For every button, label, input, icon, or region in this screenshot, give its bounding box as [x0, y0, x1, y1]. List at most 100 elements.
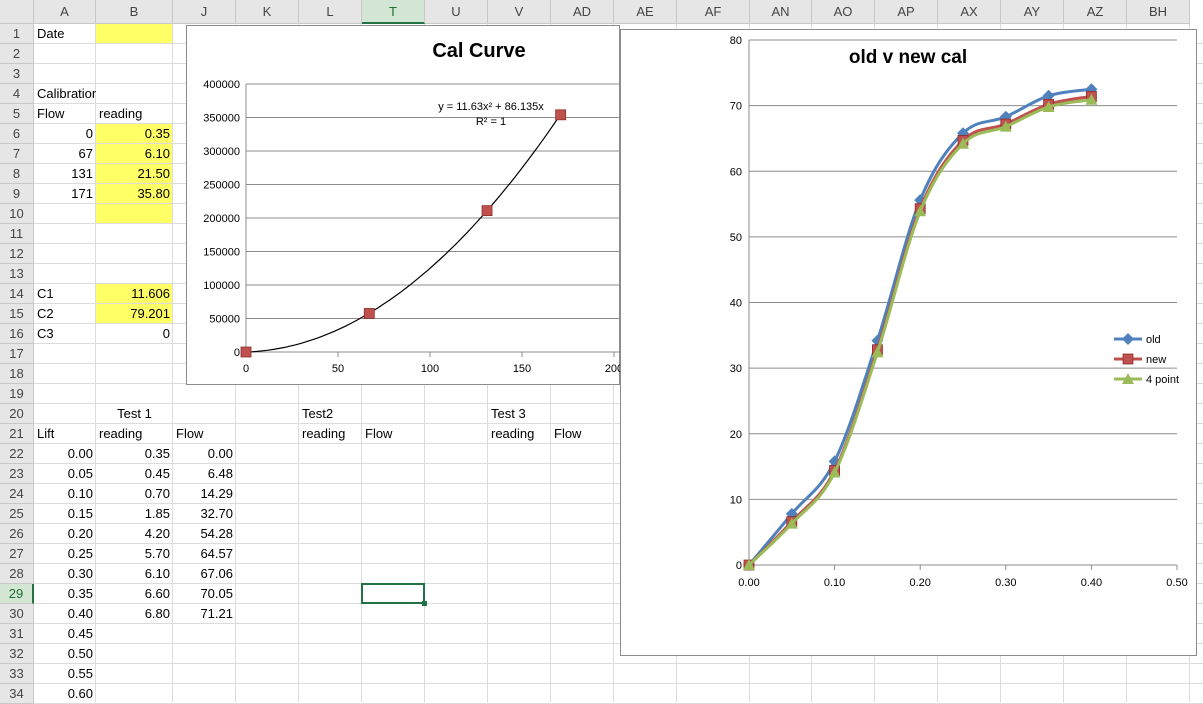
row-header-13[interactable]: 13 — [0, 264, 34, 284]
cell-b16[interactable]: 0 — [162, 326, 170, 341]
row-header-19[interactable]: 19 — [0, 384, 34, 404]
cell-b24[interactable]: 0.70 — [144, 486, 170, 501]
row-header-30[interactable]: 30 — [0, 604, 34, 624]
row-header-2[interactable]: 2 — [0, 44, 34, 64]
cell-a9[interactable]: 171 — [71, 186, 93, 201]
row-header-24[interactable]: 24 — [0, 484, 34, 504]
cell-a5[interactable]: Flow — [37, 106, 65, 121]
cell-a34[interactable]: 0.60 — [67, 686, 93, 701]
cell-j21[interactable]: Flow — [176, 426, 204, 441]
cell-j24[interactable]: 14.29 — [200, 486, 233, 501]
row-header-6[interactable]: 6 — [0, 124, 34, 144]
cell-j23[interactable]: 6.48 — [207, 466, 233, 481]
row-header-20[interactable]: 20 — [0, 404, 34, 424]
highlighted-cell[interactable] — [96, 284, 172, 303]
row-header-9[interactable]: 9 — [0, 184, 34, 204]
column-header-t[interactable]: T — [362, 0, 425, 24]
cell-j25[interactable]: 32.70 — [200, 506, 233, 521]
cell-t21[interactable]: Flow — [365, 426, 393, 441]
cell-b23[interactable]: 0.45 — [144, 466, 170, 481]
row-header-33[interactable]: 33 — [0, 664, 34, 684]
column-header-v[interactable]: V — [488, 0, 551, 24]
column-header-af[interactable]: AF — [677, 0, 750, 24]
cell-a21[interactable]: Lift — [37, 426, 55, 441]
row-header-10[interactable]: 10 — [0, 204, 34, 224]
column-header-ax[interactable]: AX — [938, 0, 1001, 24]
row-header-29[interactable]: 29 — [0, 584, 34, 604]
cell-a30[interactable]: 0.40 — [67, 606, 93, 621]
cell-a24[interactable]: 0.10 — [67, 486, 93, 501]
row-header-25[interactable]: 25 — [0, 504, 34, 524]
column-header-bh[interactable]: BH — [1127, 0, 1190, 24]
highlighted-cell[interactable] — [96, 204, 172, 223]
cell-b26[interactable]: 4.20 — [144, 526, 170, 541]
column-header-ay[interactable]: AY — [1001, 0, 1064, 24]
row-header-26[interactable]: 26 — [0, 524, 34, 544]
column-header-az[interactable]: AZ — [1064, 0, 1127, 24]
cell-b7[interactable]: 6.10 — [144, 146, 170, 161]
active-cell-selection[interactable] — [361, 583, 425, 604]
cell-a6[interactable]: 0 — [85, 126, 93, 141]
cell-b22[interactable]: 0.35 — [144, 446, 170, 461]
cell-v21[interactable]: reading — [491, 426, 535, 441]
row-header-32[interactable]: 32 — [0, 644, 34, 664]
cell-a14[interactable]: C1 — [37, 286, 54, 301]
select-all-corner[interactable] — [0, 0, 34, 24]
column-header-an[interactable]: AN — [750, 0, 812, 24]
row-header-27[interactable]: 27 — [0, 544, 34, 564]
cell-l20[interactable]: Test2 — [302, 406, 334, 421]
column-header-k[interactable]: K — [236, 0, 299, 24]
row-header-22[interactable]: 22 — [0, 444, 34, 464]
column-header-ap[interactable]: AP — [875, 0, 938, 24]
row-header-5[interactable]: 5 — [0, 104, 34, 124]
highlighted-cell[interactable] — [96, 304, 172, 323]
cell-j28[interactable]: 67.06 — [200, 566, 233, 581]
cell-j29[interactable]: 70.05 — [200, 586, 233, 601]
cell-a16[interactable]: C3 — [37, 326, 54, 341]
cell-a4[interactable]: Calibration — [37, 86, 96, 101]
column-header-ad[interactable]: AD — [551, 0, 614, 24]
old-v-new-cal-chart[interactable]: old v new cal 0 10 20 30 40 50 60 70 80 0.00 0.10 0.… — [620, 29, 1197, 656]
row-header-28[interactable]: 28 — [0, 564, 34, 584]
cell-b14[interactable]: 11.606 — [131, 286, 170, 301]
cell-a8[interactable]: 131 — [71, 166, 93, 181]
cell-b8[interactable]: 21.50 — [137, 166, 170, 181]
cell-v20[interactable]: Test 3 — [491, 406, 526, 421]
row-header-11[interactable]: 11 — [0, 224, 34, 244]
cell-b15[interactable]: 79.201 — [130, 306, 170, 321]
cell-j22[interactable]: 0.00 — [207, 446, 233, 461]
cell-b5[interactable]: reading — [99, 106, 143, 121]
highlighted-cell[interactable] — [96, 144, 172, 163]
cell-b20[interactable]: Test 1 — [117, 406, 152, 421]
cell-b6[interactable]: 0.35 — [144, 126, 170, 141]
row-header-3[interactable]: 3 — [0, 64, 34, 84]
cell-j27[interactable]: 64.57 — [200, 546, 233, 561]
cell-a27[interactable]: 0.25 — [67, 546, 93, 561]
cell-a25[interactable]: 0.15 — [67, 506, 93, 521]
cell-j26[interactable]: 54.28 — [200, 526, 233, 541]
column-header-u[interactable]: U — [425, 0, 488, 24]
cell-l21[interactable]: reading — [302, 426, 346, 441]
row-header-4[interactable]: 4 — [0, 84, 34, 104]
cell-b9[interactable]: 35.80 — [137, 186, 170, 201]
highlighted-cell[interactable] — [96, 24, 172, 43]
highlighted-cell[interactable] — [96, 164, 172, 183]
cell-a33[interactable]: 0.55 — [67, 666, 93, 681]
cell-b29[interactable]: 6.60 — [144, 586, 170, 601]
cell-b30[interactable]: 6.80 — [144, 606, 170, 621]
row-header-18[interactable]: 18 — [0, 364, 34, 384]
cell-b25[interactable]: 1.85 — [144, 506, 170, 521]
cell-b21[interactable]: reading — [99, 426, 143, 441]
cell-a7[interactable]: 67 — [78, 146, 93, 161]
row-header-7[interactable]: 7 — [0, 144, 34, 164]
column-header-ao[interactable]: AO — [812, 0, 875, 24]
cell-a31[interactable]: 0.45 — [67, 626, 93, 641]
row-header-17[interactable]: 17 — [0, 344, 34, 364]
cell-a15[interactable]: C2 — [37, 306, 54, 321]
row-header-34[interactable]: 34 — [0, 684, 34, 704]
row-header-1[interactable]: 1 — [0, 24, 34, 44]
column-header-l[interactable]: L — [299, 0, 362, 24]
cell-a22[interactable]: 0.00 — [67, 446, 93, 461]
highlighted-cell[interactable] — [96, 124, 172, 143]
cell-j30[interactable]: 71.21 — [200, 606, 233, 621]
